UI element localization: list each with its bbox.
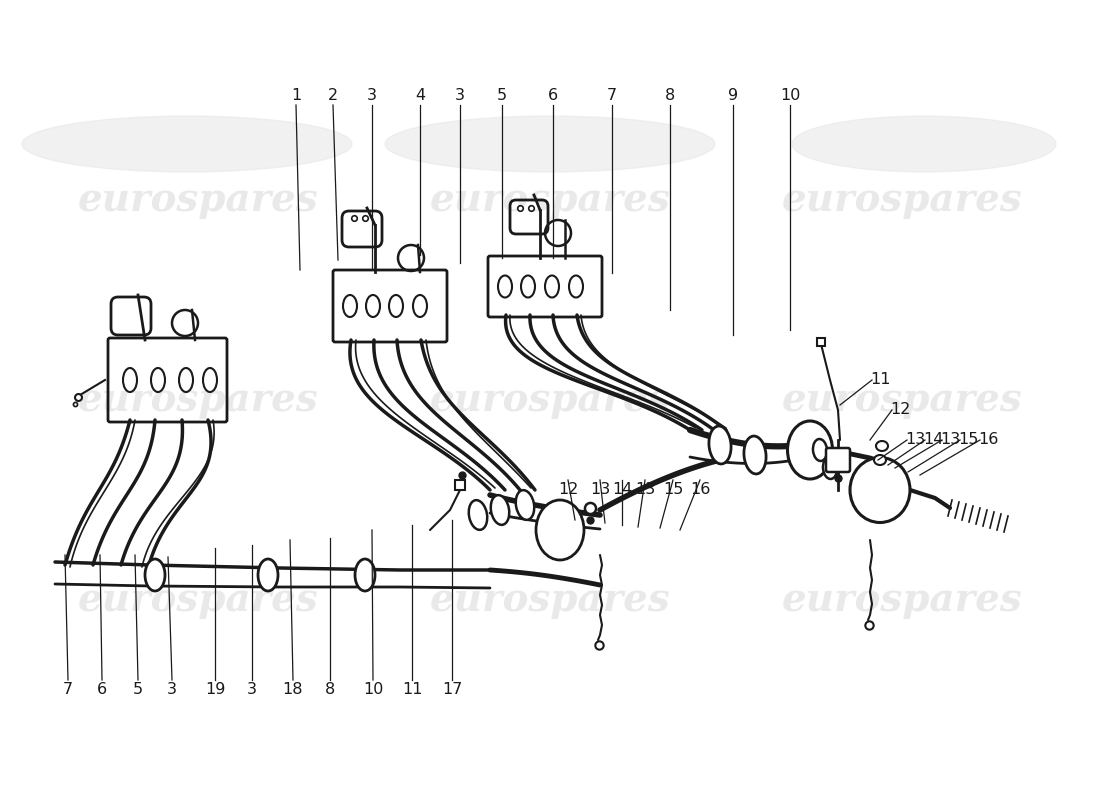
Text: eurospares: eurospares [782,581,1022,619]
Ellipse shape [744,436,766,474]
Text: 6: 6 [97,682,107,698]
Text: 12: 12 [890,402,910,418]
Ellipse shape [343,295,358,317]
Ellipse shape [204,368,217,392]
Ellipse shape [123,368,138,392]
Text: 17: 17 [442,682,462,698]
Ellipse shape [151,368,165,392]
Text: 19: 19 [205,682,225,698]
Ellipse shape [469,500,487,530]
Text: 14: 14 [612,482,632,498]
Text: 15: 15 [958,433,978,447]
FancyBboxPatch shape [826,448,850,472]
Ellipse shape [355,559,375,591]
Ellipse shape [788,421,833,479]
Text: 13: 13 [939,433,960,447]
Text: 10: 10 [363,682,383,698]
Text: 14: 14 [923,433,943,447]
Text: eurospares: eurospares [430,181,670,219]
Text: 16: 16 [690,482,711,498]
Text: 3: 3 [455,87,465,102]
Text: 4: 4 [415,87,425,102]
Ellipse shape [385,116,715,172]
Ellipse shape [179,368,192,392]
Text: 9: 9 [728,87,738,102]
Ellipse shape [366,295,379,317]
Text: 13: 13 [905,433,925,447]
Ellipse shape [850,458,910,522]
Text: 8: 8 [324,682,336,698]
Ellipse shape [498,275,512,298]
Ellipse shape [516,490,535,520]
Ellipse shape [536,500,584,560]
Text: 1: 1 [290,87,301,102]
Text: 3: 3 [167,682,177,698]
Text: 6: 6 [548,87,558,102]
Text: eurospares: eurospares [78,181,318,219]
Text: 12: 12 [558,482,579,498]
Text: 16: 16 [978,433,998,447]
Ellipse shape [521,275,535,298]
Text: 10: 10 [780,87,800,102]
Ellipse shape [823,457,837,479]
Ellipse shape [412,295,427,317]
Ellipse shape [708,426,732,464]
Ellipse shape [874,455,886,465]
Text: 7: 7 [63,682,73,698]
Ellipse shape [258,559,278,591]
Text: eurospares: eurospares [430,381,670,419]
Ellipse shape [491,495,509,525]
Ellipse shape [22,116,352,172]
Text: eurospares: eurospares [782,181,1022,219]
Text: 3: 3 [367,87,377,102]
Text: 11: 11 [402,682,422,698]
Ellipse shape [813,439,827,461]
Text: 18: 18 [283,682,304,698]
Ellipse shape [145,559,165,591]
Text: 2: 2 [328,87,338,102]
Ellipse shape [389,295,403,317]
Text: eurospares: eurospares [782,381,1022,419]
Text: 8: 8 [664,87,675,102]
Ellipse shape [544,275,559,298]
Text: eurospares: eurospares [78,581,318,619]
Text: 5: 5 [497,87,507,102]
Text: 5: 5 [133,682,143,698]
Text: eurospares: eurospares [430,581,670,619]
Text: 13: 13 [590,482,610,498]
Ellipse shape [569,275,583,298]
Text: 13: 13 [635,482,656,498]
Ellipse shape [876,441,888,451]
Text: eurospares: eurospares [78,381,318,419]
Text: 15: 15 [663,482,683,498]
Text: 11: 11 [870,373,890,387]
Ellipse shape [792,116,1056,172]
Text: 3: 3 [248,682,257,698]
Text: 7: 7 [607,87,617,102]
